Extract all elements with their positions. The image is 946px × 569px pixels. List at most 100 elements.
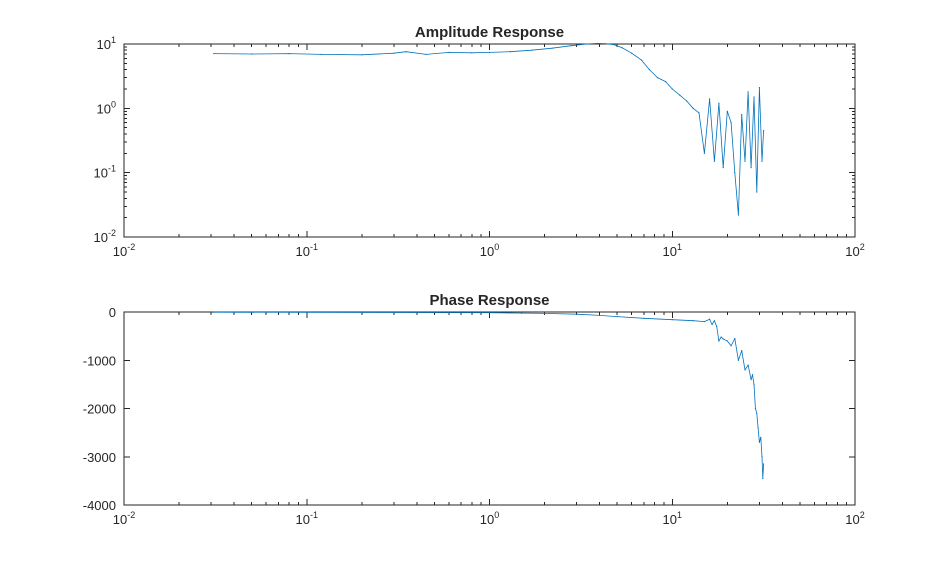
data-point (763, 463, 765, 465)
y-tick-label: 100 (97, 99, 116, 116)
data-point (718, 340, 720, 342)
data-point (713, 320, 716, 322)
data-point (758, 441, 761, 443)
x-tick-label: 10-1 (296, 510, 318, 527)
data-point (621, 47, 623, 49)
data-point (488, 312, 491, 314)
data-point (288, 53, 290, 55)
data-point (570, 45, 572, 47)
data-point (722, 167, 724, 169)
data-point (543, 312, 546, 314)
data-point (596, 42, 599, 45)
data-point (720, 336, 722, 338)
data-point (737, 359, 740, 361)
data-point (604, 43, 606, 45)
plot-area (123, 43, 856, 238)
data-point (613, 44, 615, 46)
y-tick-label: -4000 (83, 498, 116, 513)
data-point (754, 407, 757, 410)
y-tick-label: 10-2 (94, 228, 116, 245)
data-point (753, 383, 755, 385)
data-point (576, 313, 578, 315)
data-point (734, 337, 736, 340)
data-point (722, 338, 724, 340)
data-point (726, 340, 728, 342)
data-point (730, 122, 732, 124)
data-point (631, 52, 633, 54)
x-tick-label: 100 (480, 510, 499, 527)
data-point (741, 114, 743, 116)
y-tick-label: 101 (97, 35, 116, 52)
chart-title: Amplitude Response (415, 24, 564, 41)
data-point (213, 53, 215, 55)
data-point (531, 49, 533, 51)
data-point (763, 130, 765, 132)
phase-axes: Phase Response 10-2 10-1 100 101 102 0 -1000 -20… (83, 292, 865, 527)
data-point (306, 311, 308, 313)
x-tick-label: 10-2 (113, 510, 135, 527)
y-tick-label: 10-1 (94, 164, 116, 181)
data-point (448, 312, 450, 314)
data-point (734, 172, 736, 174)
data-point (744, 160, 746, 162)
x-tick-label: 10-2 (113, 242, 135, 259)
data-point (703, 152, 706, 154)
data-point (643, 317, 645, 319)
data-point (648, 69, 651, 71)
data-point (679, 94, 681, 96)
amplitude-axes: Amplitude Response 10-2 10-1 100 101 102 101 10… (94, 24, 865, 259)
data-point (756, 412, 758, 414)
data-point (471, 52, 473, 54)
data-point (709, 318, 711, 320)
data-point (713, 160, 716, 162)
data-point (761, 160, 763, 162)
data-point (718, 102, 720, 104)
data-point (698, 112, 700, 114)
data-point (488, 51, 491, 54)
data-point (425, 53, 427, 56)
data-point (750, 167, 752, 169)
data-point (213, 311, 215, 313)
data-point (747, 91, 749, 93)
x-tick-label: 10-1 (296, 242, 318, 259)
data-point (509, 51, 511, 53)
data-point (726, 110, 728, 112)
data-point (762, 477, 764, 480)
data-point (716, 325, 718, 328)
data-point (251, 53, 253, 55)
data-point (641, 59, 643, 61)
data-point (521, 312, 523, 314)
data-point (686, 100, 688, 102)
data-point (757, 427, 759, 429)
series-line (213, 43, 764, 216)
data-point (703, 321, 706, 323)
x-tick-label: 101 (663, 510, 682, 527)
x-tick-label: 102 (845, 242, 864, 259)
data-point (598, 314, 601, 316)
data-point (405, 51, 407, 53)
data-point (671, 88, 673, 90)
data-point (756, 191, 758, 193)
data-point (393, 311, 395, 314)
data-point (361, 54, 363, 56)
chart-title: Phase Response (429, 292, 549, 309)
data-point (750, 379, 752, 381)
y-tick-label: -2000 (83, 402, 116, 417)
x-tick-label: 102 (845, 510, 864, 527)
data-point (656, 77, 659, 79)
y-tick-label: 0 (109, 305, 116, 320)
data-point (761, 456, 763, 458)
data-point (586, 43, 588, 45)
plot-area (123, 311, 856, 506)
data-point (448, 51, 450, 54)
data-point (741, 350, 743, 352)
y-tick-label: -1000 (83, 353, 116, 368)
data-point (711, 323, 713, 326)
y-tick-label: -3000 (83, 450, 116, 465)
x-tick-label: 100 (480, 242, 499, 259)
data-point (692, 107, 694, 109)
data-point (393, 52, 395, 54)
series-line (213, 311, 764, 479)
data-point (751, 374, 754, 376)
